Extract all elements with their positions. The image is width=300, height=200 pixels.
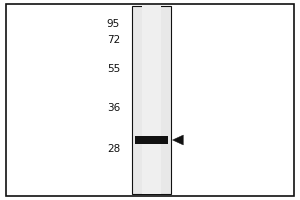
Text: 36: 36	[107, 103, 120, 113]
Bar	[132, 6, 171, 194]
Bar	[142, 6, 161, 194]
Text: 55: 55	[107, 64, 120, 74]
Text: 28: 28	[107, 144, 120, 154]
Bar	[135, 136, 168, 144]
Polygon shape	[172, 135, 183, 145]
Text: 95: 95	[107, 19, 120, 29]
Text: 72: 72	[107, 35, 120, 45]
